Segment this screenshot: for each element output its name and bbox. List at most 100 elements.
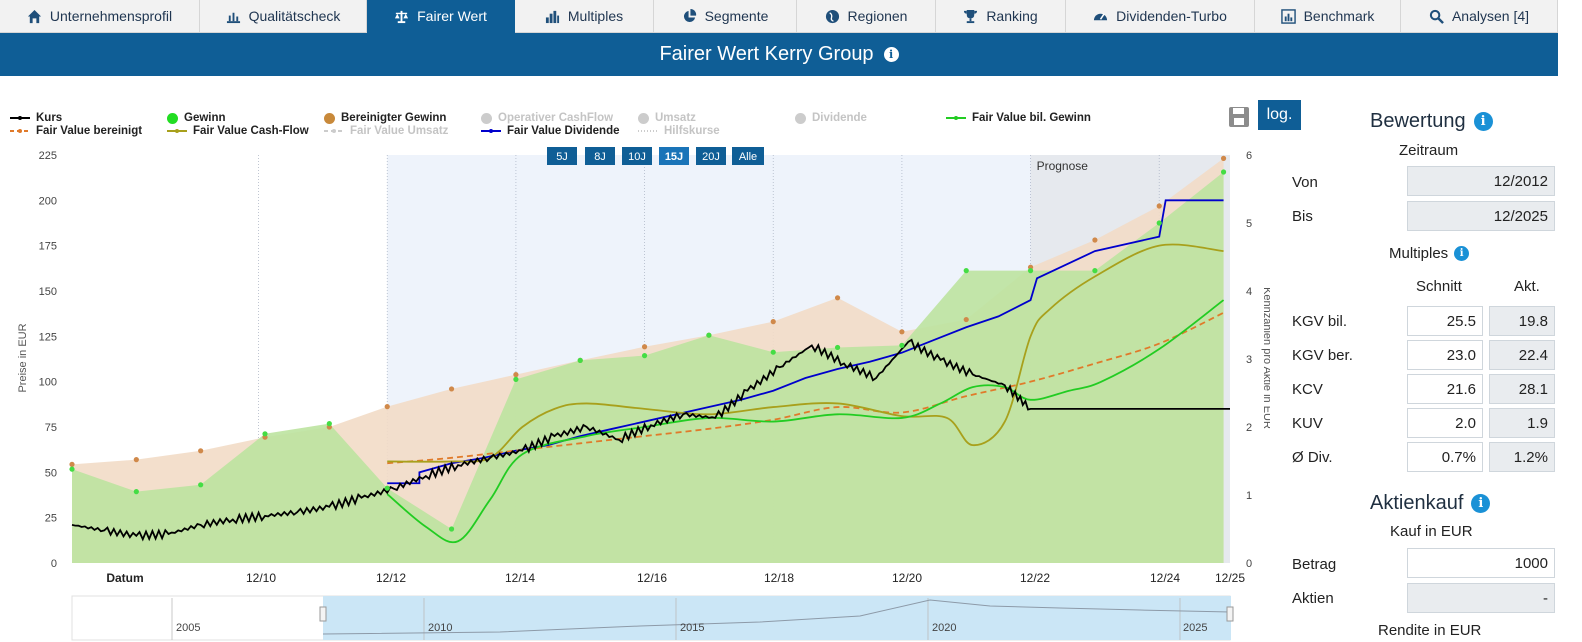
bar-chart-icon: [226, 12, 240, 23]
tab-label: Fairer Wert: [417, 8, 487, 24]
legend-item[interactable]: Gewinn: [167, 112, 226, 124]
multiple-label: KGV bil.: [1292, 313, 1348, 330]
tab-label: Ranking: [986, 8, 1038, 24]
tab-regionen[interactable]: Regionen: [797, 0, 936, 33]
right-axis-tick: 5: [1246, 218, 1252, 230]
legend-label: Fair Value bil. Gewinn: [972, 112, 1091, 124]
legend-item[interactable]: Kurs: [10, 112, 62, 124]
tab-segmente[interactable]: Segmente: [654, 0, 797, 33]
tab-label: Dividenden-Turbo: [1116, 8, 1227, 24]
navigator-selection: [323, 596, 1231, 640]
multiple-akt-field: 1.9: [1489, 408, 1555, 438]
range-button-label: 20J: [702, 151, 720, 163]
range-button-alle[interactable]: Alle: [732, 147, 764, 165]
page-header: Fairer Wert Kerry Group i: [0, 33, 1558, 76]
valuation-panel: Bewertung i Zeitraum Von 12/2012 Bis 12/2…: [1280, 96, 1582, 642]
tab-benchmark[interactable]: Benchmark: [1255, 0, 1401, 33]
range-button-20j[interactable]: 20J: [696, 147, 726, 165]
data-point: [198, 482, 204, 488]
left-axis-tick: 200: [39, 195, 57, 207]
multiple-schnitt-field[interactable]: 2.0: [1407, 408, 1483, 438]
range-button-label: Alle: [739, 151, 757, 163]
data-point: [198, 448, 204, 454]
navigator-handle[interactable]: [1226, 606, 1234, 622]
akt-column-header: Akt.: [1514, 278, 1540, 295]
pie-chart-icon: [683, 8, 696, 22]
left-axis-tick: 225: [39, 150, 57, 162]
legend-item[interactable]: Bereinigter Gewinn: [324, 112, 446, 124]
von-field[interactable]: 12/2012: [1407, 166, 1555, 196]
navigator-label: 2015: [680, 622, 704, 634]
range-button-bg: [732, 147, 764, 165]
range-button-bg: [547, 147, 577, 165]
left-axis-label: Preise in EUR: [17, 323, 29, 392]
x-axis-tick: 12/18: [764, 571, 794, 585]
tab-label: Qualitätscheck: [248, 8, 341, 24]
range-button-5j[interactable]: 5J: [547, 147, 577, 165]
right-axis-tick: 0: [1246, 558, 1252, 570]
legend-item[interactable]: Fair Value Dividende: [481, 125, 619, 137]
multiple-schnitt-field[interactable]: 25.5: [1407, 306, 1483, 336]
page-title: Fairer Wert Kerry Group: [659, 43, 874, 65]
legend-item[interactable]: Fair Value Umsatz: [324, 125, 448, 137]
tab-qualitätscheck[interactable]: Qualitätscheck: [200, 0, 367, 33]
legend-item[interactable]: Fair Value Cash-Flow: [167, 125, 309, 137]
tab-ranking[interactable]: Ranking: [936, 0, 1066, 33]
legend-item[interactable]: Operativer CashFlow: [481, 112, 613, 124]
data-point: [577, 357, 583, 363]
legend-marker: [481, 129, 501, 133]
data-point: [770, 319, 776, 325]
multiple-akt-field: 1.2%: [1489, 442, 1555, 472]
tab-analysen-4[interactable]: Analysen [4]: [1401, 0, 1558, 33]
tab-dividenden-turbo[interactable]: Dividenden-Turbo: [1066, 0, 1255, 33]
multiple-schnitt-field[interactable]: 21.6: [1407, 374, 1483, 404]
legend-item[interactable]: Hilfskurse: [638, 125, 720, 137]
left-axis-tick: 175: [39, 241, 57, 253]
data-point: [262, 431, 268, 437]
x-axis-tick: 12/25: [1215, 571, 1245, 585]
data-point: [1156, 220, 1162, 226]
info-icon[interactable]: i: [1471, 494, 1491, 513]
multiple-schnitt-field[interactable]: 23.0: [1407, 340, 1483, 370]
info-icon[interactable]: i: [1454, 246, 1470, 261]
tab-multiples[interactable]: Multiples: [515, 0, 654, 33]
log-scale-button[interactable]: log.: [1258, 100, 1301, 130]
legend-item[interactable]: Dividende: [795, 112, 867, 124]
navigator-label: 2025: [1183, 622, 1207, 634]
betrag-input[interactable]: 1000: [1407, 548, 1555, 578]
bis-field[interactable]: 12/2025: [1407, 201, 1555, 231]
navigator-label: 2005: [176, 622, 200, 634]
schnitt-column-header: Schnitt: [1416, 278, 1462, 295]
info-icon[interactable]: i: [1473, 112, 1493, 131]
tab-label: Analysen [4]: [1451, 8, 1530, 24]
multiple-schnitt-field[interactable]: 0.7%: [1407, 442, 1483, 472]
legend-item[interactable]: Umsatz: [638, 112, 696, 124]
left-axis-tick: 100: [39, 377, 57, 389]
save-icon[interactable]: [1228, 106, 1250, 128]
legend-marker: [324, 112, 335, 124]
range-button-label: 10J: [628, 151, 646, 163]
aktienkauf-heading: Aktienkauf i: [1370, 492, 1491, 515]
tab-label: Regionen: [847, 8, 908, 24]
legend-marker: [481, 112, 492, 124]
data-point: [513, 376, 519, 382]
range-button-bg: [696, 147, 726, 165]
nav-tabs: Unternehmensprofil Qualitätscheck Fairer W…: [0, 0, 1558, 33]
legend-item[interactable]: Fair Value bil. Gewinn: [946, 112, 1091, 124]
range-button-10j[interactable]: 10J: [622, 147, 652, 165]
left-axis-tick: 75: [45, 422, 57, 434]
legend-item[interactable]: Fair Value bereinigt: [10, 125, 142, 137]
navigator-handle[interactable]: [319, 606, 327, 622]
data-point: [1156, 203, 1162, 209]
left-axis-tick: 0: [51, 558, 57, 570]
legend-label: Kurs: [36, 112, 63, 124]
right-axis-tick: 4: [1246, 286, 1252, 298]
tab-fairer-wert[interactable]: Fairer Wert: [367, 0, 515, 33]
info-icon[interactable]: i: [883, 47, 899, 62]
tab-label: Segmente: [704, 8, 769, 24]
legend-marker: [167, 112, 178, 124]
range-button-8j[interactable]: 8J: [585, 147, 615, 165]
tab-unternehmensprofil[interactable]: Unternehmensprofil: [0, 0, 200, 33]
range-button-15j[interactable]: 15J: [659, 147, 689, 165]
left-axis-tick: 50: [45, 467, 57, 479]
